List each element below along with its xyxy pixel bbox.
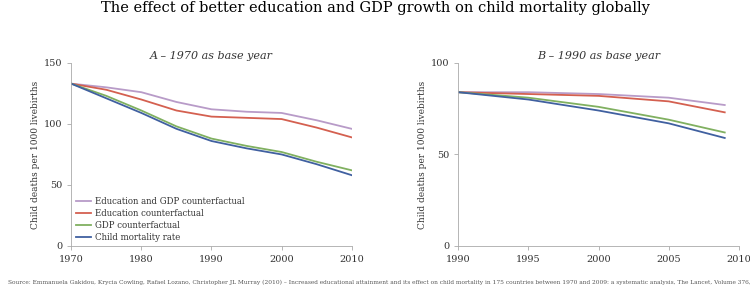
Legend: Education and GDP counterfactual, Education counterfactual, GDP counterfactual, : Education and GDP counterfactual, Educat… xyxy=(76,196,245,242)
Title: B – 1990 as base year: B – 1990 as base year xyxy=(537,51,660,61)
Text: Source: Emmanuela Gakidou, Krycia Cowling, Rafael Lozano, Christopher JL Murray : Source: Emmanuela Gakidou, Krycia Cowlin… xyxy=(8,279,750,285)
Text: The effect of better education and GDP growth on child mortality globally: The effect of better education and GDP g… xyxy=(100,1,650,15)
Y-axis label: Child deaths per 1000 livebirths: Child deaths per 1000 livebirths xyxy=(418,80,427,229)
Title: A – 1970 as base year: A – 1970 as base year xyxy=(150,51,273,61)
Y-axis label: Child deaths per 1000 livebirths: Child deaths per 1000 livebirths xyxy=(31,80,40,229)
